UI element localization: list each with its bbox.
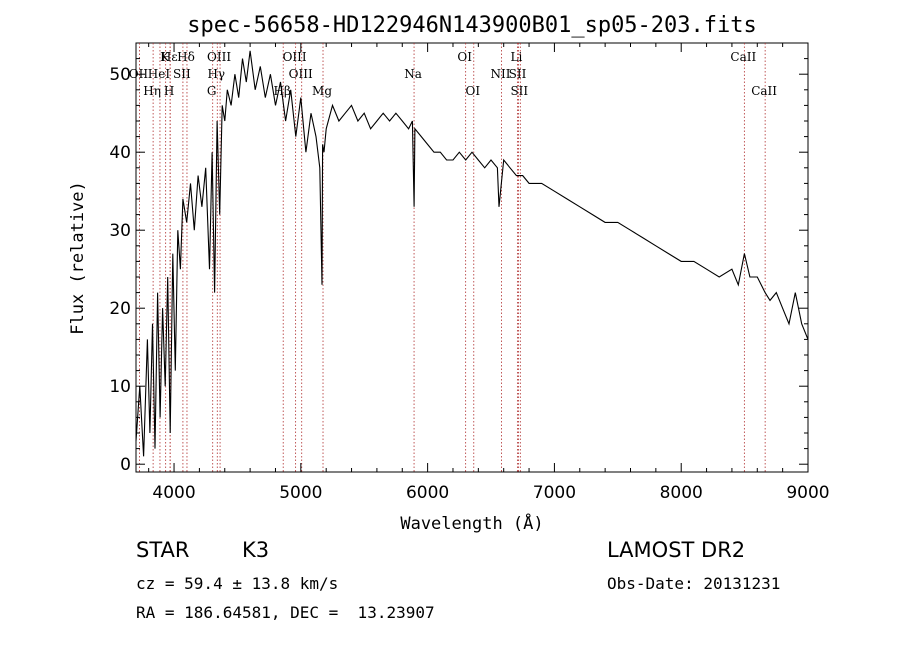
object-subclass: K3: [242, 538, 270, 562]
redshift-velocity: cz = 59.4 ± 13.8 km/s: [136, 574, 339, 593]
line-label: CaII: [730, 50, 756, 64]
x-tick-label: 7000: [533, 483, 576, 503]
y-tick-label: 20: [109, 299, 131, 319]
y-tick-label: 30: [109, 221, 131, 241]
line-label: H: [164, 84, 174, 98]
x-tick-label: 5000: [279, 483, 322, 503]
x-tick-label: 4000: [152, 483, 195, 503]
y-tick-label: 50: [109, 65, 131, 85]
spectrum-line: [135, 50, 809, 457]
plot-frame: [135, 42, 809, 473]
coordinates: RA = 186.64581, DEC = 13.23907: [136, 603, 435, 622]
line-label: Hγ: [207, 67, 225, 81]
line-label: SII: [510, 84, 528, 98]
line-label: G: [207, 84, 217, 98]
line-label: OIII: [289, 67, 313, 81]
line-label: NII: [491, 67, 511, 81]
x-tick-label: 6000: [406, 483, 449, 503]
line-label: Hε: [161, 50, 178, 64]
line-label: K: [160, 50, 170, 64]
line-label: OI: [457, 50, 472, 64]
line-label: Hδ: [177, 50, 195, 64]
line-label: OI: [465, 84, 480, 98]
y-axis-ticks: 0 10 20 30 40 50: [109, 58, 808, 475]
line-label: Na: [404, 67, 422, 81]
x-tick-label: 8000: [660, 483, 703, 503]
line-label: CaII: [751, 84, 777, 98]
object-class: STAR: [136, 538, 190, 562]
survey-name: LAMOST DR2: [607, 538, 746, 562]
line-label: SII: [509, 67, 527, 81]
x-axis-label: Wavelength (Å): [400, 512, 543, 534]
line-label: Hη: [143, 84, 161, 98]
observation-date: Obs-Date: 20131231: [607, 574, 781, 593]
y-tick-label: 0: [120, 455, 131, 475]
line-label: HeI: [148, 67, 171, 81]
chart-title: spec-56658-HD122946N143900B01_sp05-203.f…: [187, 13, 757, 38]
x-tick-label: 9000: [786, 483, 829, 503]
x-axis-ticks: 4000 5000 6000 7000 8000 9000: [148, 43, 830, 503]
line-label: OIII: [283, 50, 307, 64]
y-axis-label: Flux (relative): [68, 181, 88, 335]
y-tick-label: 40: [109, 143, 131, 163]
line-label: Li: [510, 50, 522, 64]
line-label: OIII: [207, 50, 231, 64]
line-label: SII: [173, 67, 191, 81]
spectral-line-markers: [139, 43, 766, 472]
y-tick-label: 10: [109, 377, 131, 397]
line-label: Mg: [312, 84, 332, 98]
